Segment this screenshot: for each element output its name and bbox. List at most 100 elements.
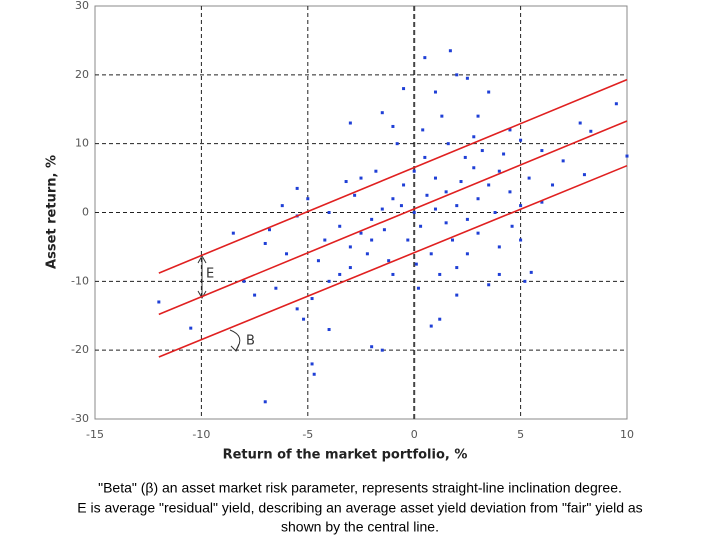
scatter-point bbox=[416, 286, 420, 290]
scatter-point bbox=[497, 272, 501, 276]
scatter-point bbox=[295, 307, 299, 311]
scatter-point bbox=[399, 204, 403, 208]
scatter-point bbox=[348, 266, 352, 270]
scatter-point bbox=[263, 241, 267, 245]
scatter-point bbox=[310, 297, 314, 301]
x-tick-label: -5 bbox=[302, 428, 313, 441]
scatter-point bbox=[465, 76, 469, 80]
scatter-point bbox=[438, 317, 442, 321]
x-tick-label: -15 bbox=[86, 428, 104, 441]
scatter-point bbox=[551, 183, 555, 187]
scatter-point bbox=[365, 252, 369, 256]
x-axis-label: Return of the market portfolio, % bbox=[223, 448, 468, 463]
scatter-point bbox=[274, 286, 278, 290]
scatter-point bbox=[157, 300, 161, 304]
x-tick-label: 0 bbox=[411, 428, 418, 441]
scatter-point bbox=[380, 348, 384, 352]
scatter-point bbox=[419, 224, 423, 228]
scatter-point bbox=[582, 173, 586, 177]
scatter-point bbox=[472, 135, 476, 139]
scatter-point bbox=[382, 228, 386, 232]
y-tick-label: -10 bbox=[71, 274, 89, 287]
y-tick-label: 0 bbox=[82, 206, 89, 219]
scatter-point bbox=[465, 217, 469, 221]
annotation-label: E bbox=[206, 267, 214, 282]
scatter-point bbox=[316, 259, 320, 263]
scatter-point bbox=[487, 283, 491, 287]
scatter-point bbox=[323, 238, 327, 242]
regression-line bbox=[158, 164, 628, 358]
scatter-point bbox=[374, 169, 378, 173]
scatter-point bbox=[370, 238, 374, 242]
x-tick-label: -10 bbox=[192, 428, 210, 441]
scatter-point bbox=[508, 190, 512, 194]
scatter-point bbox=[312, 372, 316, 376]
scatter-point bbox=[446, 142, 450, 146]
scatter-point bbox=[459, 180, 463, 184]
scatter-point bbox=[540, 149, 544, 153]
scatter-point bbox=[402, 183, 406, 187]
scatter-point bbox=[476, 197, 480, 201]
scatter-point bbox=[348, 245, 352, 249]
scatter-point bbox=[561, 159, 565, 163]
scatter-point bbox=[402, 87, 406, 91]
scatter-point bbox=[433, 207, 437, 211]
scatter-point bbox=[370, 345, 374, 349]
scatter-point bbox=[476, 114, 480, 118]
y-tick-label: -20 bbox=[71, 343, 89, 356]
scatter-point bbox=[327, 211, 331, 214]
scatter-point bbox=[421, 128, 425, 132]
y-tick-label: 30 bbox=[75, 0, 89, 12]
scatter-point bbox=[423, 56, 427, 60]
scatter-point bbox=[242, 279, 246, 283]
scatter-point bbox=[406, 238, 410, 242]
scatter-point bbox=[189, 326, 193, 330]
scatter-point bbox=[510, 224, 514, 228]
scatter-point bbox=[370, 217, 374, 221]
scatter-point bbox=[253, 293, 257, 297]
annotation-e: E bbox=[197, 254, 214, 300]
scatter-point bbox=[395, 142, 399, 146]
scatter-point bbox=[529, 270, 533, 274]
scatter-point bbox=[455, 293, 459, 297]
scatter-point bbox=[625, 154, 629, 158]
scatter-point bbox=[380, 111, 384, 115]
scatter-point bbox=[448, 49, 452, 53]
scatter-point bbox=[476, 231, 480, 235]
scatter-point bbox=[344, 180, 348, 184]
scatter-point bbox=[463, 155, 467, 159]
scatter-point bbox=[438, 272, 442, 276]
annotation-label: B bbox=[246, 334, 255, 349]
scatter-point bbox=[231, 231, 235, 235]
scatter-point bbox=[348, 121, 352, 125]
scatter-point bbox=[285, 252, 289, 256]
scatter-point bbox=[472, 166, 476, 170]
scatter-point bbox=[359, 231, 363, 235]
scatter-point bbox=[487, 183, 491, 187]
scatter-point bbox=[359, 176, 363, 180]
scatter-point bbox=[455, 73, 459, 77]
scatter-point bbox=[508, 128, 512, 132]
y-tick-label: -30 bbox=[71, 412, 89, 425]
scatter-point bbox=[302, 317, 306, 321]
scatter-point bbox=[353, 193, 357, 197]
regression-line bbox=[158, 78, 628, 274]
scatter-point bbox=[391, 272, 395, 276]
scatter-point bbox=[306, 197, 310, 201]
scatter-point bbox=[519, 204, 523, 208]
scatter-point bbox=[433, 176, 437, 180]
caption-line: E is average "residual" yield, describin… bbox=[77, 500, 642, 516]
scatter-point bbox=[527, 176, 531, 180]
scatter-point bbox=[455, 266, 459, 270]
y-tick-label: 10 bbox=[75, 137, 89, 150]
scatter-point bbox=[444, 190, 448, 194]
scatter-point bbox=[487, 90, 491, 94]
scatter-point bbox=[412, 211, 416, 214]
scatter-point bbox=[327, 328, 331, 332]
scatter-point bbox=[589, 129, 593, 133]
scatter-point bbox=[263, 400, 267, 404]
scatter-point bbox=[519, 238, 523, 242]
scatter-point bbox=[578, 121, 582, 125]
scatter-point bbox=[502, 152, 506, 156]
scatter-point bbox=[423, 155, 427, 159]
